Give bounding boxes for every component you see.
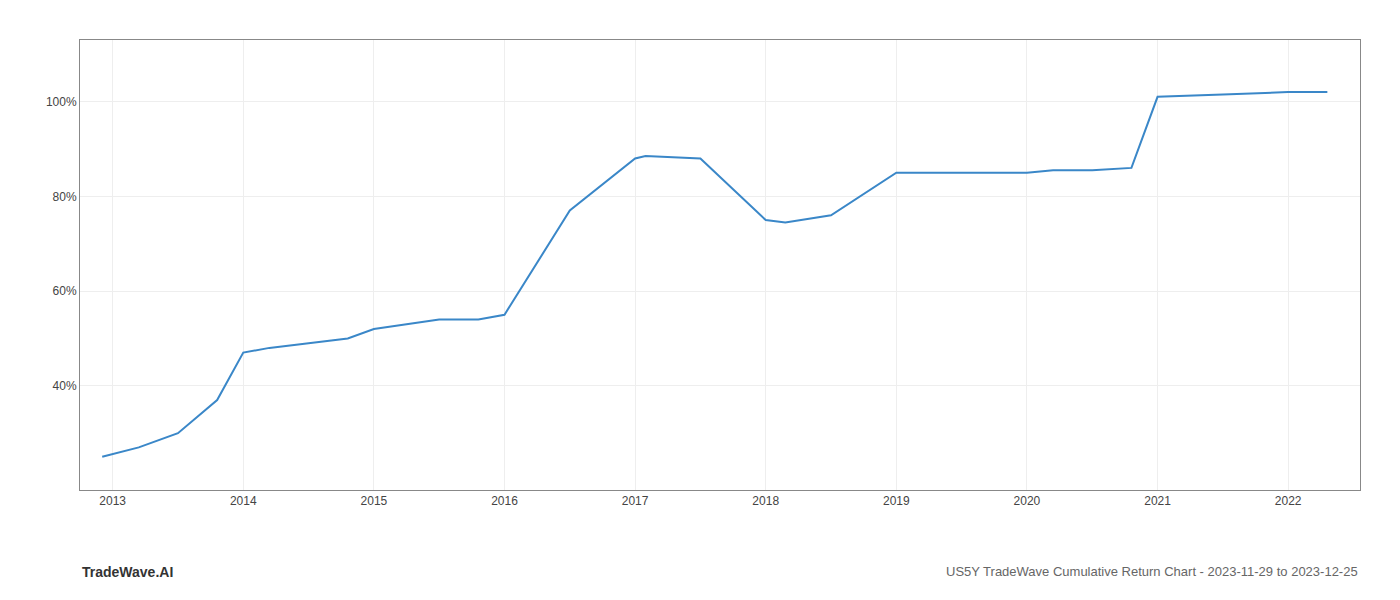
svg-text:TradeWave.AI: TradeWave.AI: [82, 564, 173, 580]
svg-text:2013: 2013: [99, 494, 126, 508]
svg-text:2016: 2016: [491, 494, 518, 508]
svg-text:2018: 2018: [752, 494, 779, 508]
svg-text:2014: 2014: [230, 494, 257, 508]
svg-text:2015: 2015: [361, 494, 388, 508]
svg-text:2021: 2021: [1144, 494, 1171, 508]
svg-text:60%: 60%: [53, 284, 77, 298]
svg-text:2019: 2019: [883, 494, 910, 508]
svg-text:2020: 2020: [1014, 494, 1041, 508]
svg-text:100%: 100%: [46, 95, 77, 109]
svg-text:2017: 2017: [622, 494, 649, 508]
svg-text:2022: 2022: [1275, 494, 1302, 508]
svg-text:80%: 80%: [53, 190, 77, 204]
svg-text:40%: 40%: [53, 379, 77, 393]
svg-text:US5Y TradeWave Cumulative Retu: US5Y TradeWave Cumulative Return Chart -…: [946, 564, 1358, 579]
